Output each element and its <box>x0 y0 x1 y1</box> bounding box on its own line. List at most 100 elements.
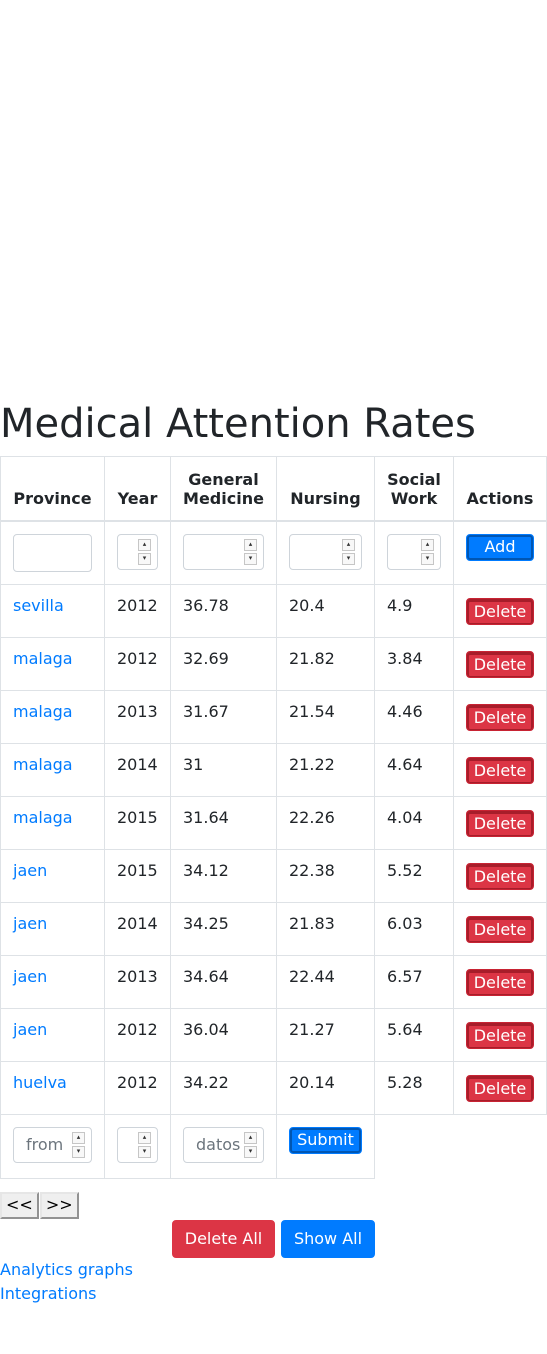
integrations-link[interactable]: Integrations <box>0 1284 97 1303</box>
social-work-value: 4.64 <box>387 755 423 774</box>
year-value: 2014 <box>117 914 158 933</box>
search-year-stepper[interactable]: ▴ ▾ <box>138 1132 151 1158</box>
search-datos-placeholder: datos <box>196 1135 241 1154</box>
province-link[interactable]: jaen <box>13 861 48 880</box>
search-from-stepper[interactable]: ▴ ▾ <box>72 1132 85 1158</box>
analytics-graphs-link[interactable]: Analytics graphs <box>0 1260 133 1279</box>
row-actions-cell: Delete <box>453 796 547 850</box>
chevron-down-icon[interactable]: ▾ <box>72 1146 85 1158</box>
new-nursing-stepper[interactable]: ▴ ▾ <box>342 538 355 565</box>
social-work-value-cell: 5.52 <box>374 849 454 903</box>
search-year-input[interactable]: ▴ ▾ <box>117 1127 158 1163</box>
delete-button[interactable]: Delete <box>466 916 534 943</box>
year-value: 2013 <box>117 967 158 986</box>
previous-page-button[interactable]: << <box>0 1192 39 1219</box>
nursing-value-cell: 21.83 <box>276 902 375 956</box>
new-year-input[interactable]: ▴ ▾ <box>117 533 158 570</box>
province-link[interactable]: malaga <box>13 649 73 668</box>
chevron-up-icon[interactable]: ▴ <box>421 538 434 551</box>
delete-all-button[interactable]: Delete All <box>172 1220 275 1258</box>
year-value-cell: 2015 <box>104 796 171 850</box>
nursing-value: 20.14 <box>289 1073 335 1092</box>
social-work-value: 6.03 <box>387 914 423 933</box>
row-actions-cell: Delete <box>453 690 547 744</box>
chevron-down-icon[interactable]: ▾ <box>421 552 434 565</box>
province-link[interactable]: malaga <box>13 702 73 721</box>
delete-button[interactable]: Delete <box>466 598 534 625</box>
delete-button[interactable]: Delete <box>466 651 534 678</box>
delete-button[interactable]: Delete <box>466 863 534 890</box>
chevron-up-icon[interactable]: ▴ <box>138 1132 151 1144</box>
year-value-cell: 2012 <box>104 1061 171 1115</box>
general-medicine-value-cell: 36.78 <box>170 584 277 638</box>
chevron-down-icon[interactable]: ▾ <box>244 1146 257 1158</box>
province-link-cell: sevilla <box>0 584 105 638</box>
new-social-work-input[interactable]: ▴ ▾ <box>387 533 441 570</box>
delete-button[interactable]: Delete <box>466 1022 534 1049</box>
row-actions-cell: Delete <box>453 1061 547 1115</box>
province-link[interactable]: malaga <box>13 755 73 774</box>
general-medicine-value-cell: 34.22 <box>170 1061 277 1115</box>
year-value-cell: 2015 <box>104 849 171 903</box>
new-nursing-input[interactable]: ▴ ▾ <box>289 533 362 570</box>
general-medicine-value: 36.04 <box>183 1020 229 1039</box>
nursing-value: 21.83 <box>289 914 335 933</box>
table-row: jaen 2012 36.04 21.27 5.64 Delete <box>0 1008 547 1062</box>
year-value: 2015 <box>117 808 158 827</box>
chevron-down-icon[interactable]: ▾ <box>138 552 151 565</box>
delete-button[interactable]: Delete <box>466 969 534 996</box>
chevron-up-icon[interactable]: ▴ <box>342 538 355 551</box>
submit-button[interactable]: Submit <box>289 1127 362 1154</box>
social-work-value-cell: 4.46 <box>374 690 454 744</box>
chevron-up-icon[interactable]: ▴ <box>72 1132 85 1144</box>
social-work-value-cell: 5.28 <box>374 1061 454 1115</box>
province-link[interactable]: jaen <box>13 914 48 933</box>
delete-button[interactable]: Delete <box>466 810 534 837</box>
general-medicine-value-cell: 32.69 <box>170 637 277 691</box>
chevron-up-icon[interactable]: ▴ <box>244 538 257 551</box>
general-medicine-value: 32.69 <box>183 649 229 668</box>
add-button[interactable]: Add <box>466 533 534 561</box>
nursing-value-cell: 21.54 <box>276 690 375 744</box>
year-value: 2012 <box>117 649 158 668</box>
province-link[interactable]: sevilla <box>13 596 64 615</box>
new-entry-row: ▴ ▾ ▴ ▾ <box>0 520 547 585</box>
row-actions-cell: Delete <box>453 849 547 903</box>
nursing-value: 21.22 <box>289 755 335 774</box>
delete-button[interactable]: Delete <box>466 1075 534 1102</box>
new-general-medicine-input[interactable]: ▴ ▾ <box>183 533 264 570</box>
new-social-work-stepper[interactable]: ▴ ▾ <box>421 538 434 565</box>
search-row: from ▴ ▾ ▴ ▾ <box>0 1114 547 1179</box>
row-actions-cell: Delete <box>453 1008 547 1062</box>
province-link[interactable]: jaen <box>13 1020 48 1039</box>
chevron-up-icon[interactable]: ▴ <box>244 1132 257 1144</box>
province-link-cell: malaga <box>0 796 105 850</box>
search-datos-input[interactable]: datos ▴ ▾ <box>183 1127 264 1163</box>
new-nursing-cell: ▴ ▾ <box>276 520 375 585</box>
social-work-value-cell: 6.57 <box>374 955 454 1009</box>
delete-button[interactable]: Delete <box>466 704 534 731</box>
next-page-button[interactable]: >> <box>39 1192 79 1219</box>
search-datos-stepper[interactable]: ▴ ▾ <box>244 1132 257 1158</box>
show-all-button[interactable]: Show All <box>281 1220 375 1258</box>
year-value: 2012 <box>117 596 158 615</box>
social-work-value-cell: 5.64 <box>374 1008 454 1062</box>
chevron-up-icon[interactable]: ▴ <box>138 538 151 551</box>
new-province-input[interactable] <box>13 533 92 572</box>
search-from-input[interactable]: from ▴ ▾ <box>13 1127 92 1163</box>
header-social-work: Social Work <box>374 456 454 522</box>
chevron-down-icon[interactable]: ▾ <box>342 552 355 565</box>
year-value-cell: 2014 <box>104 743 171 797</box>
province-link[interactable]: huelva <box>13 1073 67 1092</box>
delete-button[interactable]: Delete <box>466 757 534 784</box>
chevron-down-icon[interactable]: ▾ <box>244 552 257 565</box>
province-link[interactable]: malaga <box>13 808 73 827</box>
new-general-medicine-stepper[interactable]: ▴ ▾ <box>244 538 257 565</box>
province-link[interactable]: jaen <box>13 967 48 986</box>
social-work-value-cell: 4.64 <box>374 743 454 797</box>
table-row: jaen 2015 34.12 22.38 5.52 Delete <box>0 849 547 903</box>
chevron-down-icon[interactable]: ▾ <box>138 1146 151 1158</box>
header-year: Year <box>104 456 171 522</box>
new-year-stepper[interactable]: ▴ ▾ <box>138 538 151 565</box>
table-header-row: Province Year General Medicine Nursing S… <box>0 456 547 522</box>
